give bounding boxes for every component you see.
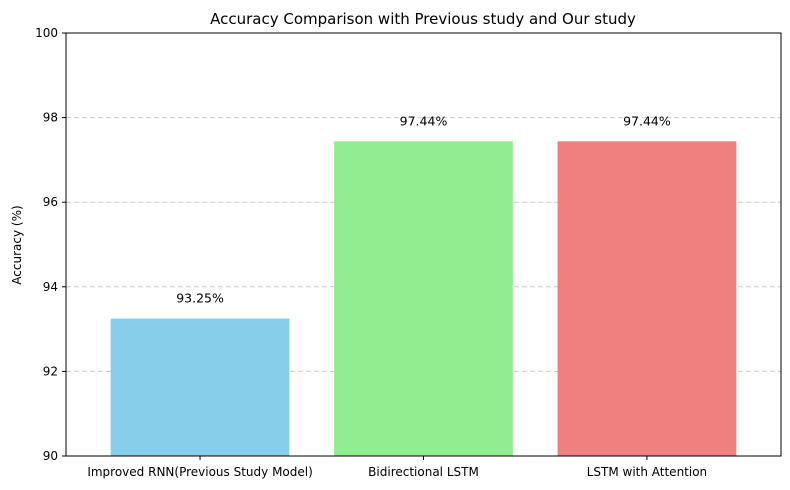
data-labels-group: 93.25% 97.44% 97.44% xyxy=(176,113,671,305)
y-tick-label: 98 xyxy=(43,111,58,125)
data-label-1: 97.44% xyxy=(400,113,448,128)
chart-title: Accuracy Comparison with Previous study … xyxy=(210,10,636,28)
data-label-2: 97.44% xyxy=(623,113,671,128)
x-tick-label-0: Improved RNN(Previous Study Model) xyxy=(87,465,312,479)
y-axis-ticks: 90 92 94 96 98 100 xyxy=(35,26,66,463)
bar-0 xyxy=(110,318,290,456)
x-tick-label-2: LSTM with Attention xyxy=(587,465,707,479)
data-label-0: 93.25% xyxy=(176,291,224,306)
bar-1 xyxy=(334,141,513,456)
bars-group xyxy=(110,141,737,456)
y-tick-label: 90 xyxy=(43,449,58,463)
y-axis-label: Accuracy (%) xyxy=(10,205,24,284)
y-tick-label: 100 xyxy=(35,26,58,40)
bar-2 xyxy=(557,141,737,456)
y-tick-label: 94 xyxy=(43,280,58,294)
x-tick-label-1: Bidirectional LSTM xyxy=(368,465,479,479)
y-tick-label: 92 xyxy=(43,364,58,378)
x-axis-ticks: Improved RNN(Previous Study Model) Bidire… xyxy=(87,456,707,479)
y-tick-label: 96 xyxy=(43,195,58,209)
